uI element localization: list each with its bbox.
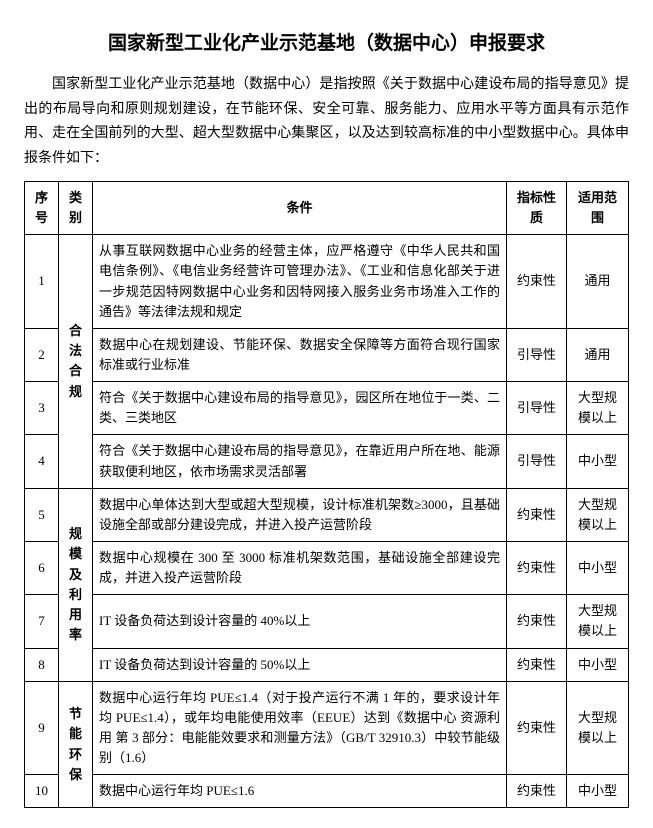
table-row: 3 符合《关于数据中心建设布局的指导意见》，园区所在地位于一类、二类、三类地区 … xyxy=(25,382,629,435)
cell-scope: 通用 xyxy=(567,235,629,329)
cell-cond: 符合《关于数据中心建设布局的指导意见》，在靠近用户所在地、能源获取便利地区，依市… xyxy=(93,435,507,488)
cell-nat: 引导性 xyxy=(507,435,567,488)
cell-nat: 约束性 xyxy=(507,488,567,541)
cell-cond: 从事互联网数据中心业务的经营主体，应严格遵守《中华人民共和国电信条例》、《电信业… xyxy=(93,235,507,329)
cell-nat: 约束性 xyxy=(507,541,567,594)
cell-nat: 约束性 xyxy=(507,235,567,329)
cell-cat: 合法合规 xyxy=(59,235,93,488)
table-row: 5 规模及利用率 数据中心单体达到大型或超大型规模，设计标准机架数≥3000，且… xyxy=(25,488,629,541)
cell-cond: IT 设备负荷达到设计容量的 50%以上 xyxy=(93,648,507,681)
cell-seq: 8 xyxy=(25,648,59,681)
table-row: 2 数据中心在规划建设、节能环保、数据安全保障等方面符合现行国家标准或行业标准 … xyxy=(25,328,629,381)
cell-scope: 中小型 xyxy=(567,648,629,681)
cell-nat: 约束性 xyxy=(507,775,567,808)
cell-cond: 数据中心规模在 300 至 3000 标准机架数范围，基础设施全部建设完成，并进… xyxy=(93,541,507,594)
cell-nat: 约束性 xyxy=(507,648,567,681)
cell-seq: 6 xyxy=(25,541,59,594)
cell-seq: 2 xyxy=(25,328,59,381)
cell-scope: 大型规模以上 xyxy=(567,382,629,435)
cell-scope: 大型规模以上 xyxy=(567,595,629,648)
cell-nat: 约束性 xyxy=(507,595,567,648)
cell-cond: 数据中心单体达到大型或超大型规模，设计标准机架数≥3000，且基础设施全部或部分… xyxy=(93,488,507,541)
cell-cond: 数据中心运行年均 PUE≤1.6 xyxy=(93,775,507,808)
table-row: 6 数据中心规模在 300 至 3000 标准机架数范围，基础设施全部建设完成，… xyxy=(25,541,629,594)
cell-cond: 符合《关于数据中心建设布局的指导意见》，园区所在地位于一类、二类、三类地区 xyxy=(93,382,507,435)
th-cond: 条件 xyxy=(93,182,507,235)
cell-cat: 节能环保 xyxy=(59,681,93,808)
table-row: 1 合法合规 从事互联网数据中心业务的经营主体，应严格遵守《中华人民共和国电信条… xyxy=(25,235,629,329)
cell-scope: 中小型 xyxy=(567,435,629,488)
cell-cond: 数据中心在规划建设、节能环保、数据安全保障等方面符合现行国家标准或行业标准 xyxy=(93,328,507,381)
cell-scope: 大型规模以上 xyxy=(567,681,629,775)
intro-paragraph: 国家新型工业化产业示范基地（数据中心）是指按照《关于数据中心建设布局的指导意见》… xyxy=(24,73,629,171)
table-row: 4 符合《关于数据中心建设布局的指导意见》，在靠近用户所在地、能源获取便利地区，… xyxy=(25,435,629,488)
cell-seq: 5 xyxy=(25,488,59,541)
cell-seq: 9 xyxy=(25,681,59,775)
cell-scope: 中小型 xyxy=(567,775,629,808)
cell-seq: 10 xyxy=(25,775,59,808)
cell-scope: 大型规模以上 xyxy=(567,488,629,541)
table-header-row: 序号 类别 条件 指标性质 适用范围 xyxy=(25,182,629,235)
requirements-table: 序号 类别 条件 指标性质 适用范围 1 合法合规 从事互联网数据中心业务的经营… xyxy=(24,181,629,808)
cell-seq: 1 xyxy=(25,235,59,329)
cell-cond: IT 设备负荷达到设计容量的 40%以上 xyxy=(93,595,507,648)
cell-scope: 通用 xyxy=(567,328,629,381)
table-row: 7 IT 设备负荷达到设计容量的 40%以上 约束性 大型规模以上 xyxy=(25,595,629,648)
table-row: 8 IT 设备负荷达到设计容量的 50%以上 约束性 中小型 xyxy=(25,648,629,681)
th-scope: 适用范围 xyxy=(567,182,629,235)
table-row: 10 数据中心运行年均 PUE≤1.6 约束性 中小型 xyxy=(25,775,629,808)
page-title: 国家新型工业化产业示范基地（数据中心）申报要求 xyxy=(24,28,629,55)
cell-nat: 引导性 xyxy=(507,328,567,381)
th-seq: 序号 xyxy=(25,182,59,235)
cell-nat: 引导性 xyxy=(507,382,567,435)
cell-seq: 7 xyxy=(25,595,59,648)
th-cat: 类别 xyxy=(59,182,93,235)
th-nat: 指标性质 xyxy=(507,182,567,235)
table-row: 9 节能环保 数据中心运行年均 PUE≤1.4（对于投产运行不满 1 年的，要求… xyxy=(25,681,629,775)
cell-seq: 4 xyxy=(25,435,59,488)
cell-seq: 3 xyxy=(25,382,59,435)
cell-scope: 中小型 xyxy=(567,541,629,594)
cell-cond: 数据中心运行年均 PUE≤1.4（对于投产运行不满 1 年的，要求设计年均 PU… xyxy=(93,681,507,775)
cell-cat: 规模及利用率 xyxy=(59,488,93,681)
cell-nat: 约束性 xyxy=(507,681,567,775)
